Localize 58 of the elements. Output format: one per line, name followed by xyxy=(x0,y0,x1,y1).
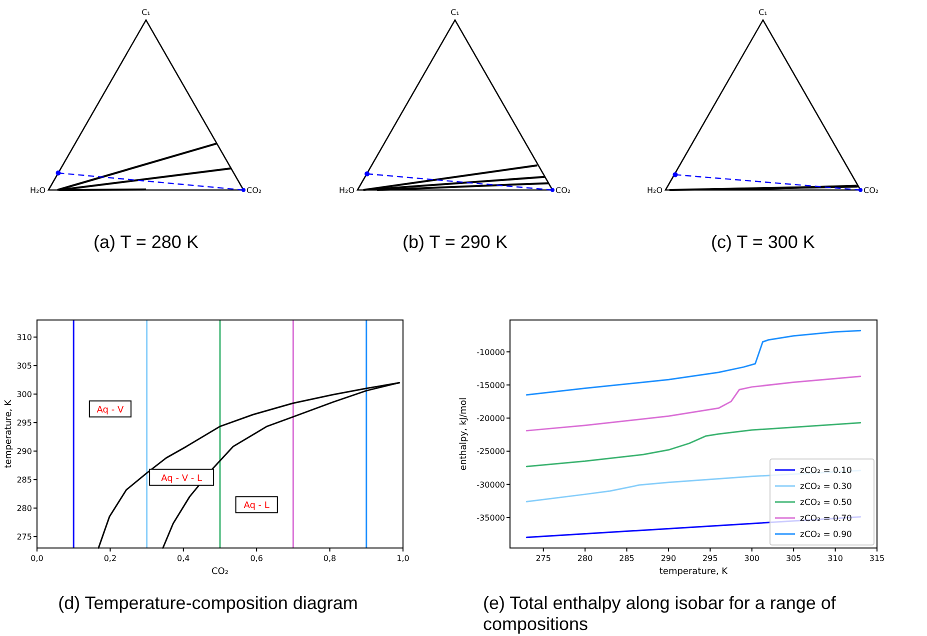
y-axis-title: temperature, K xyxy=(4,398,14,468)
y-tick-label: 280 xyxy=(16,504,32,514)
x-axis-title: temperature, K xyxy=(659,567,729,577)
y-tick-label: -20000 xyxy=(476,414,505,424)
text: C₁ xyxy=(758,8,768,17)
x-tick-label: 285 xyxy=(619,554,634,563)
y-tick-label: 310 xyxy=(16,333,32,342)
x-tick-label: 0,2 xyxy=(104,554,117,563)
text: (d) Temperature-composition diagram xyxy=(58,593,358,613)
legend-label: zCO₂ = 0.50 xyxy=(800,498,852,508)
x-tick-label: 0,6 xyxy=(250,554,263,563)
legend-label: zCO₂ = 0.70 xyxy=(800,514,852,524)
legend-label: zCO₂ = 0.10 xyxy=(800,466,852,476)
text: C₁ xyxy=(450,8,460,17)
y-tick-label: 300 xyxy=(16,390,32,400)
x-tick-label: 295 xyxy=(702,554,718,563)
annotation: Aq - L xyxy=(244,501,270,512)
y-tick-label: -30000 xyxy=(476,480,505,490)
legend-label: zCO₂ = 0.30 xyxy=(800,482,852,492)
x-tick-label: 305 xyxy=(786,554,802,563)
x-axis-title: CO₂ xyxy=(212,567,229,577)
x-tick-label: 310 xyxy=(828,554,843,563)
text: (e) Total enthalpy along isobar for a range of compositions xyxy=(483,593,837,634)
y-tick-label: 290 xyxy=(16,447,32,456)
x-tick-label: 0,0 xyxy=(30,554,44,563)
y-tick-label: -25000 xyxy=(476,447,505,456)
y-tick-label: -10000 xyxy=(476,348,505,357)
annotation: Aq - V - L xyxy=(161,474,202,484)
line-series xyxy=(526,376,862,432)
text: H₂O xyxy=(30,186,46,195)
text: (a) T = 280 K xyxy=(94,232,198,252)
text: (b) T = 290 K xyxy=(402,232,508,252)
x-tick-label: 290 xyxy=(660,554,676,563)
x-tick-label: 1,0 xyxy=(396,554,410,563)
y-tick-label: 295 xyxy=(16,418,32,428)
legend-label: zCO₂ = 0.90 xyxy=(800,530,852,540)
line-series xyxy=(526,330,862,396)
x-tick-label: 0,8 xyxy=(323,554,336,563)
x-tick-label: 0,4 xyxy=(177,554,190,563)
x-tick-label: 315 xyxy=(869,554,885,563)
text: CO₂ xyxy=(556,186,571,195)
y-tick-label: -35000 xyxy=(476,514,505,523)
text: CO₂ xyxy=(864,186,879,195)
y-tick-label: 275 xyxy=(16,532,32,542)
y-tick-label: 305 xyxy=(16,362,32,371)
text: H₂O xyxy=(646,186,662,195)
y-tick-label: 285 xyxy=(16,476,32,485)
y-tick-label: -15000 xyxy=(476,380,505,390)
text: CO₂ xyxy=(246,186,262,195)
text: C₁ xyxy=(142,8,150,17)
x-tick-label: 280 xyxy=(577,554,593,563)
text: H₂O xyxy=(338,186,354,195)
annotation: Aq - V xyxy=(96,405,124,416)
y-axis-title: enthalpy, kJ/mol xyxy=(459,398,469,470)
x-tick-label: 275 xyxy=(536,554,552,563)
line-series xyxy=(526,422,862,468)
x-tick-label: 300 xyxy=(744,554,760,563)
text: (c) T = 300 K xyxy=(711,232,815,252)
